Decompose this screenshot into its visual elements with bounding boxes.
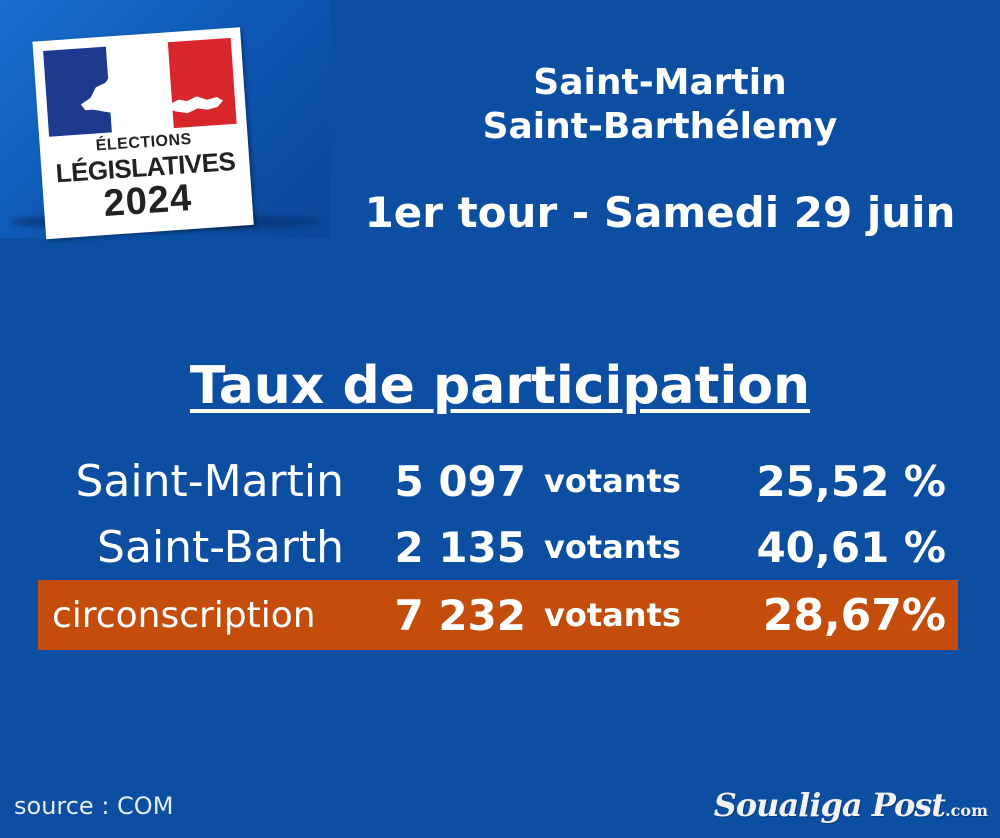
row-rate: 25,52 % bbox=[756, 456, 946, 506]
row-name: circonscription bbox=[52, 594, 316, 636]
brand-name: Soualiga Post bbox=[713, 786, 946, 824]
results-row: Saint-Barth 2 135 votants 40,61 % bbox=[38, 514, 958, 580]
row-votes: 2 135 bbox=[394, 522, 526, 572]
election-logo: ÉLECTIONS LÉGISLATIVES 2024 bbox=[0, 0, 330, 240]
row-name: Saint-Barth bbox=[97, 521, 344, 573]
header-territory-2: Saint-Barthélemy bbox=[482, 106, 838, 147]
header-territory-1: Saint-Martin bbox=[533, 62, 787, 103]
row-votes: 5 097 bbox=[394, 456, 526, 506]
results-row: Saint-Martin 5 097 votants 25,52 % bbox=[38, 448, 958, 514]
row-unit: votants bbox=[544, 462, 681, 500]
brand-logo: Soualiga Post.com bbox=[714, 786, 988, 824]
row-votes: 7 232 bbox=[394, 590, 526, 640]
ballot-card: ÉLECTIONS LÉGISLATIVES 2024 bbox=[32, 27, 254, 240]
row-unit: votants bbox=[544, 528, 681, 566]
row-rate: 28,67% bbox=[762, 589, 946, 641]
row-name: Saint-Martin bbox=[75, 455, 344, 507]
header-round-date: 1er tour - Samedi 29 juin bbox=[364, 188, 956, 237]
results-row-total: circonscription 7 232 votants 28,67% bbox=[38, 580, 958, 650]
row-unit: votants bbox=[544, 596, 681, 634]
brand-tld: .com bbox=[945, 801, 988, 820]
source-note: source : COM bbox=[14, 792, 174, 820]
row-rate: 40,61 % bbox=[756, 522, 946, 572]
islands-map-icon bbox=[80, 66, 224, 114]
section-title: Taux de participation bbox=[189, 356, 811, 416]
